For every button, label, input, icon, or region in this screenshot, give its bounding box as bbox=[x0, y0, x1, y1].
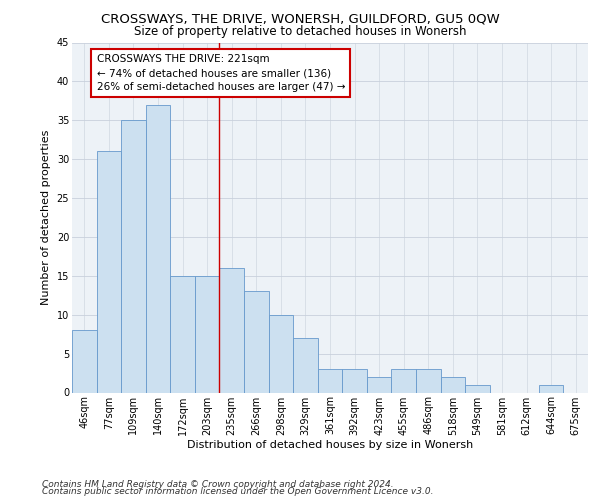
Bar bbox=[342, 369, 367, 392]
Bar bbox=[416, 369, 440, 392]
Text: Contains HM Land Registry data © Crown copyright and database right 2024.: Contains HM Land Registry data © Crown c… bbox=[42, 480, 394, 489]
Bar bbox=[539, 384, 563, 392]
Bar bbox=[391, 369, 416, 392]
Text: CROSSWAYS, THE DRIVE, WONERSH, GUILDFORD, GU5 0QW: CROSSWAYS, THE DRIVE, WONERSH, GUILDFORD… bbox=[101, 12, 499, 26]
Bar bbox=[367, 377, 391, 392]
Bar bbox=[440, 377, 465, 392]
Bar bbox=[146, 104, 170, 393]
Y-axis label: Number of detached properties: Number of detached properties bbox=[41, 130, 51, 305]
Bar bbox=[465, 384, 490, 392]
Bar bbox=[121, 120, 146, 392]
Text: CROSSWAYS THE DRIVE: 221sqm
← 74% of detached houses are smaller (136)
26% of se: CROSSWAYS THE DRIVE: 221sqm ← 74% of det… bbox=[97, 54, 345, 92]
Bar bbox=[269, 314, 293, 392]
Text: Size of property relative to detached houses in Wonersh: Size of property relative to detached ho… bbox=[134, 25, 466, 38]
Bar bbox=[220, 268, 244, 392]
Bar bbox=[318, 369, 342, 392]
Bar bbox=[97, 152, 121, 392]
Bar bbox=[170, 276, 195, 392]
Bar bbox=[244, 292, 269, 392]
Bar bbox=[195, 276, 220, 392]
Bar bbox=[293, 338, 318, 392]
X-axis label: Distribution of detached houses by size in Wonersh: Distribution of detached houses by size … bbox=[187, 440, 473, 450]
Bar bbox=[72, 330, 97, 392]
Text: Contains public sector information licensed under the Open Government Licence v3: Contains public sector information licen… bbox=[42, 487, 433, 496]
